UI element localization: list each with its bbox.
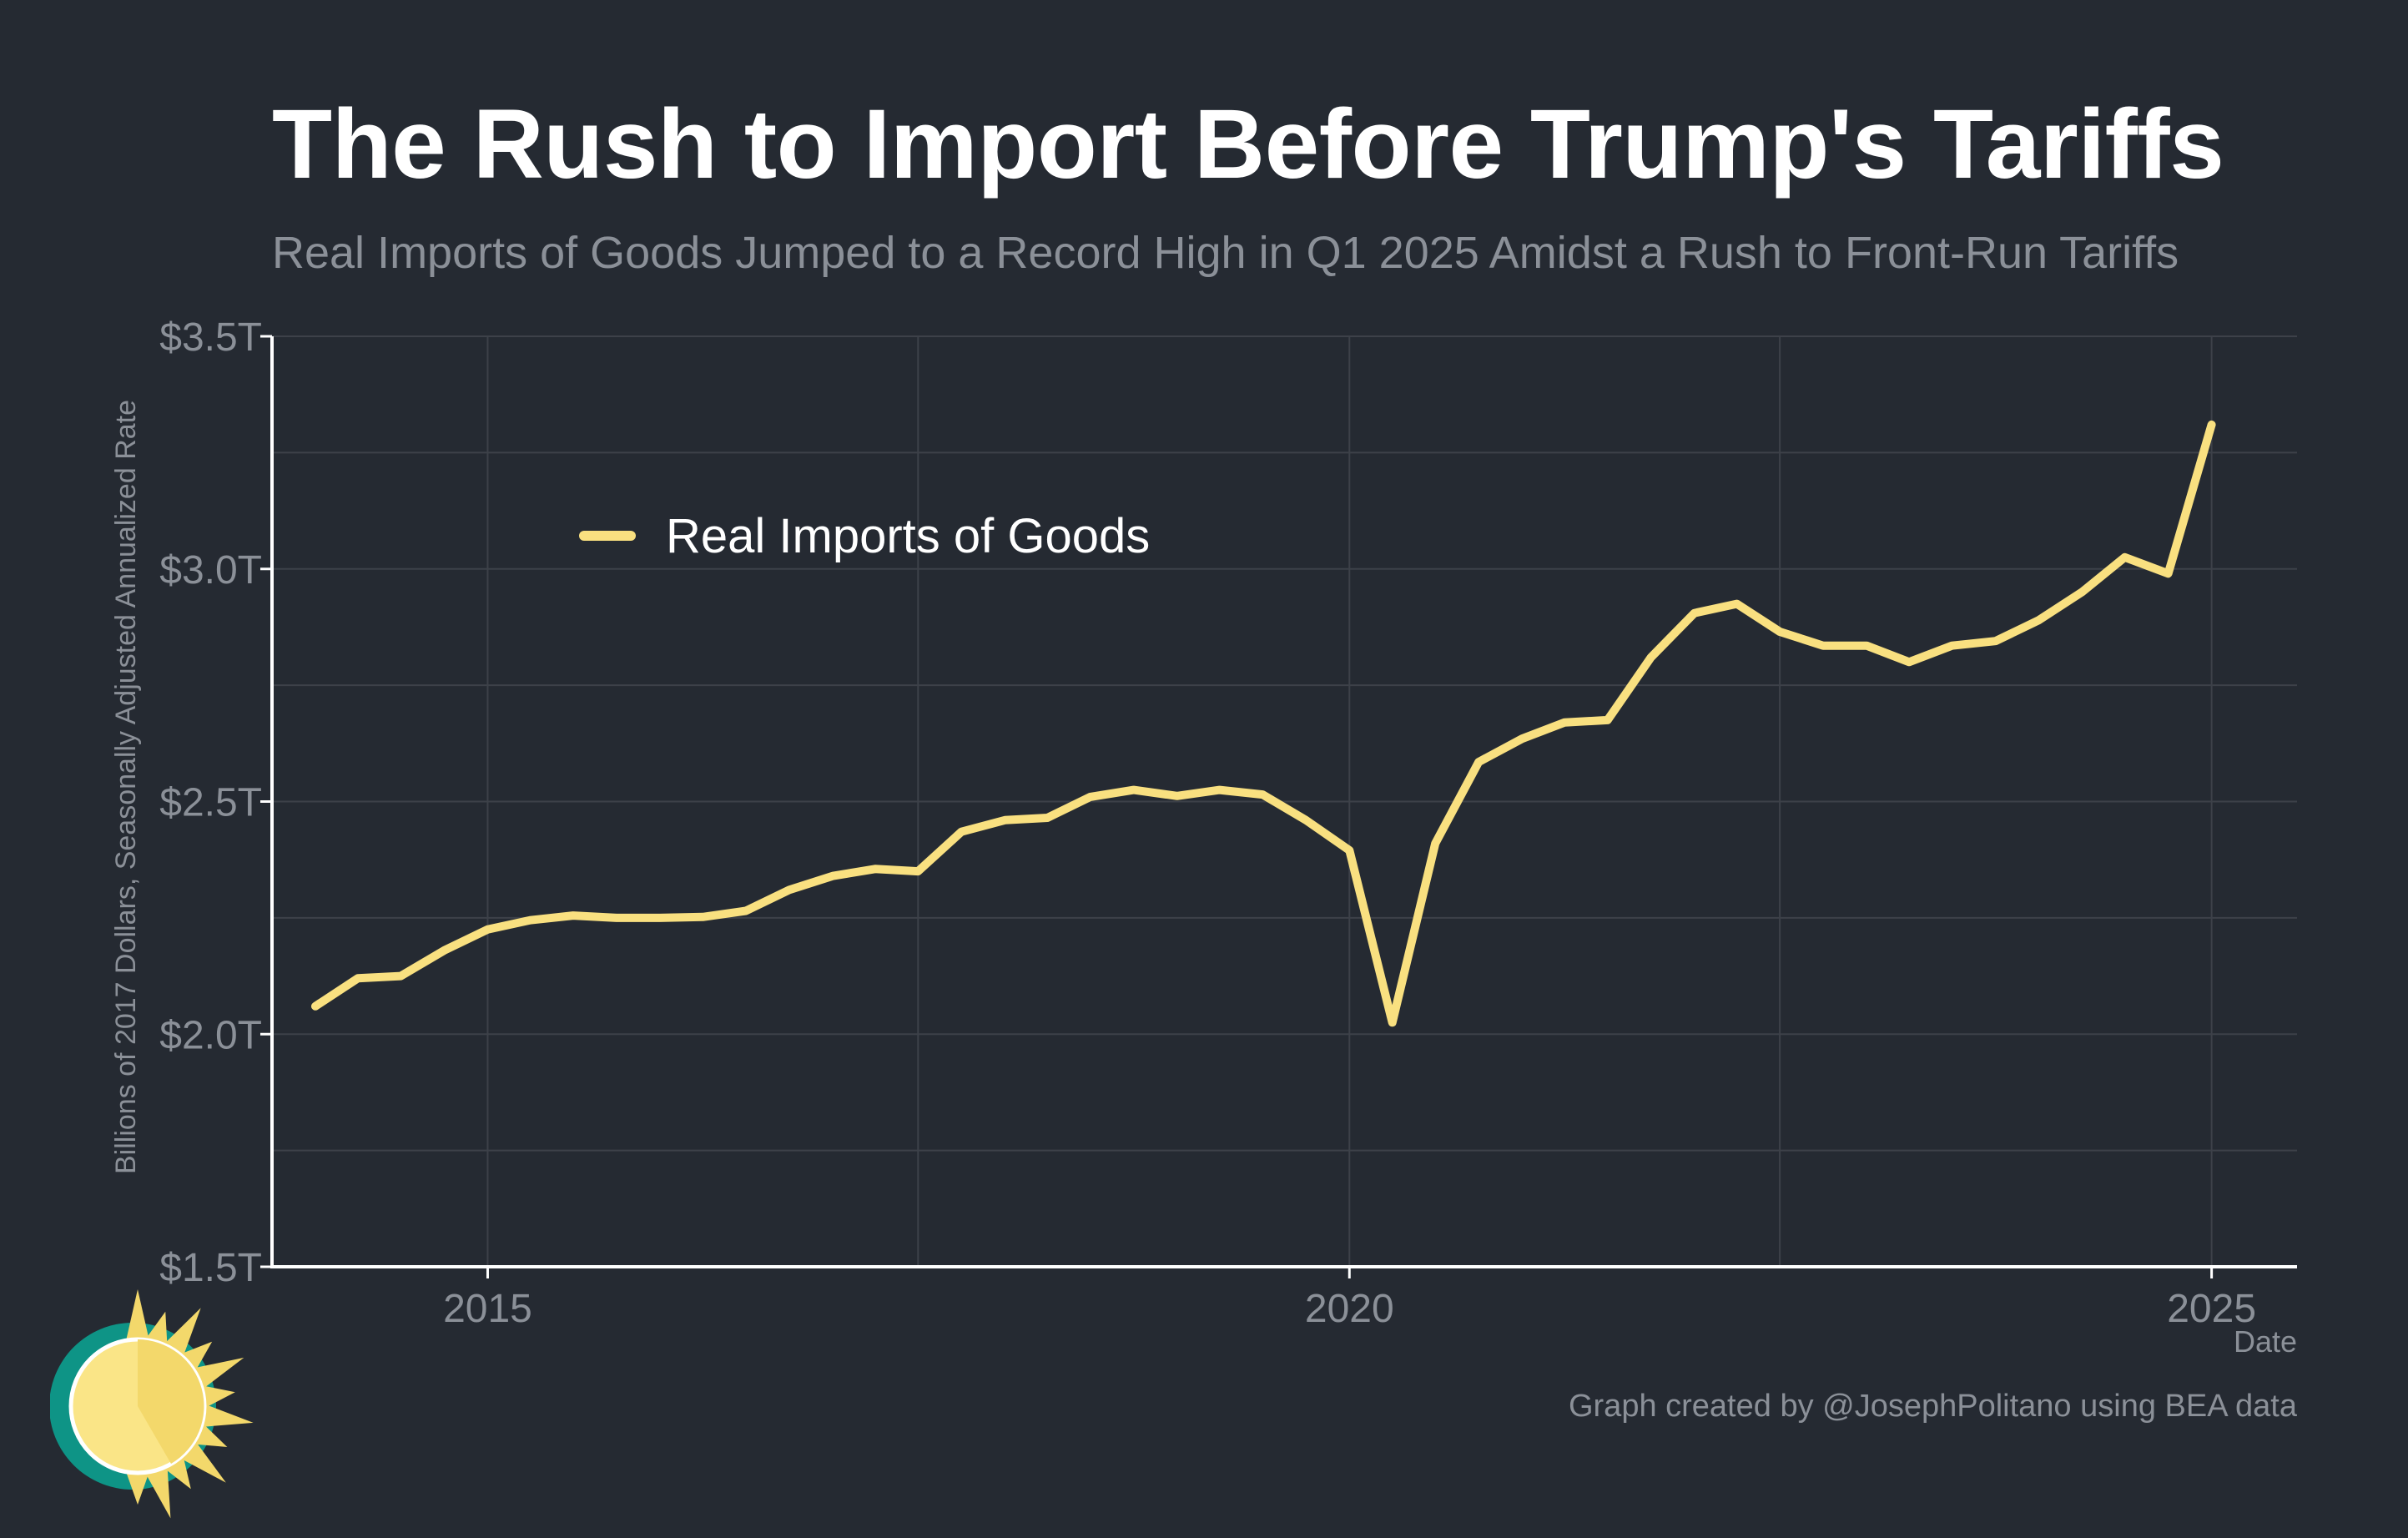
y-tick-label: $2.0T <box>159 1013 262 1057</box>
sun-ray <box>144 1311 168 1347</box>
grid-lines <box>272 335 2297 1268</box>
sun-ray <box>192 1357 244 1389</box>
legend-label: Real Imports of Goods <box>666 509 1150 563</box>
y-tick-label: $2.5T <box>159 781 262 825</box>
sun-ray <box>126 1471 149 1505</box>
sun-logo-icon <box>50 1289 254 1519</box>
sun-ray <box>201 1385 235 1409</box>
sun-ray <box>163 1308 201 1358</box>
sun-ray <box>179 1440 226 1483</box>
x-tick-label: 2015 <box>443 1287 532 1331</box>
tick-labels: $1.5T $2.0T $2.5T $3.0T $3.5T 2015 2020 2025 <box>159 315 2256 1331</box>
x-tick-label: 2025 <box>2167 1287 2256 1331</box>
x-axis-label: Date <box>2234 1324 2297 1359</box>
series-line <box>311 420 2216 1027</box>
sun-ray <box>201 1404 254 1427</box>
y-axis-label: Billions of 2017 Dollars, Seasonally Adj… <box>110 400 142 1174</box>
chart-subtitle: Real Imports of Goods Jumped to a Record… <box>272 228 2179 278</box>
x-tick-label: 2020 <box>1305 1287 1394 1331</box>
chart-title: The Rush to Import Before Trump's Tariff… <box>272 89 2224 199</box>
y-tick-label: $1.5T <box>159 1246 262 1290</box>
sun-ray <box>179 1341 213 1372</box>
sun-ray <box>144 1465 171 1519</box>
source-caption: Graph created by @JosephPolitano using B… <box>1568 1389 2297 1424</box>
axes <box>260 335 2297 1278</box>
y-tick-label: $3.5T <box>159 315 262 360</box>
legend: Real Imports of Goods <box>579 509 1150 563</box>
y-tick-label: $3.0T <box>159 548 262 593</box>
sun-ray <box>126 1289 149 1341</box>
series-layer <box>311 420 2216 1027</box>
